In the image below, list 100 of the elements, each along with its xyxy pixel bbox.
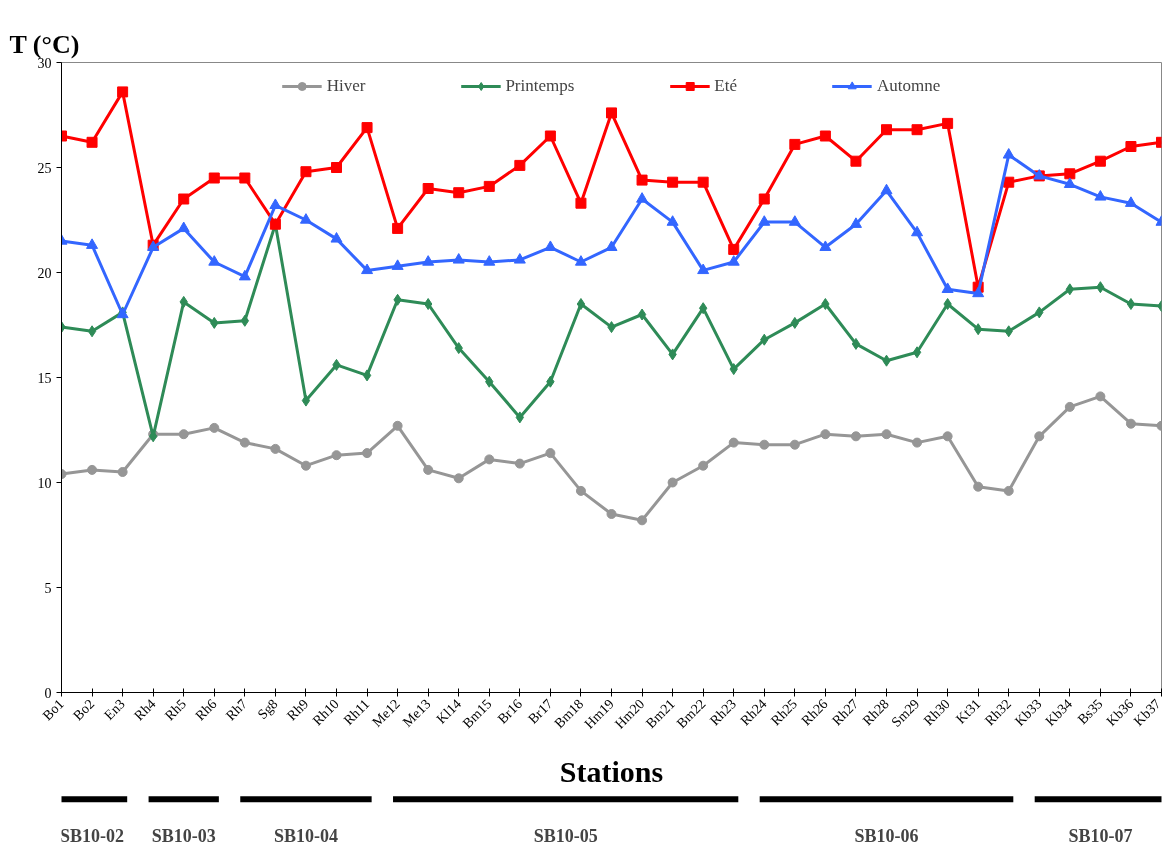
point bbox=[606, 509, 617, 519]
point bbox=[698, 460, 709, 471]
text: SB10-06 bbox=[854, 825, 919, 846]
x-tick-label: Rh5 bbox=[161, 696, 190, 724]
point bbox=[300, 166, 312, 178]
point bbox=[912, 346, 922, 359]
y-axis-title: T (°C) bbox=[9, 29, 80, 59]
point bbox=[758, 193, 770, 205]
point bbox=[391, 259, 404, 270]
point bbox=[911, 124, 923, 136]
point bbox=[759, 439, 770, 450]
point bbox=[545, 448, 556, 459]
point bbox=[544, 130, 556, 142]
point bbox=[86, 238, 99, 249]
legend-label: Automne bbox=[877, 76, 941, 96]
point bbox=[270, 443, 281, 454]
point bbox=[209, 422, 220, 433]
point bbox=[636, 174, 648, 186]
point bbox=[1125, 418, 1136, 429]
point bbox=[513, 253, 526, 264]
point bbox=[912, 437, 923, 448]
point bbox=[789, 138, 801, 150]
point bbox=[849, 217, 862, 228]
y-tick-label: 5 bbox=[44, 580, 52, 596]
point bbox=[821, 298, 830, 310]
point bbox=[239, 172, 251, 184]
point bbox=[911, 225, 924, 237]
point bbox=[636, 192, 649, 203]
point bbox=[728, 243, 740, 255]
point bbox=[239, 437, 250, 448]
point bbox=[637, 308, 647, 321]
point bbox=[667, 477, 678, 488]
point bbox=[606, 107, 617, 119]
point bbox=[361, 122, 373, 134]
point bbox=[299, 213, 312, 224]
point bbox=[484, 454, 495, 465]
point bbox=[819, 240, 832, 251]
point bbox=[87, 325, 97, 338]
point bbox=[422, 183, 434, 194]
point bbox=[238, 269, 251, 281]
point bbox=[178, 429, 189, 440]
point bbox=[942, 117, 954, 129]
text: SB10-07 bbox=[1068, 825, 1133, 846]
point bbox=[483, 255, 496, 266]
point bbox=[819, 130, 831, 142]
y-tick-label: 25 bbox=[37, 160, 52, 176]
x-tick-label: Sg8 bbox=[254, 696, 281, 723]
point bbox=[880, 183, 893, 195]
text: SB10-02 bbox=[60, 825, 125, 846]
text: SB10-04 bbox=[273, 825, 338, 846]
x-tick-label: Rh4 bbox=[131, 696, 159, 724]
point bbox=[514, 458, 525, 469]
point bbox=[972, 286, 985, 298]
text: SB10-05 bbox=[533, 825, 598, 846]
x-tick-label: En3 bbox=[101, 696, 128, 723]
point bbox=[330, 232, 343, 243]
point bbox=[575, 485, 586, 496]
legend-label: Eté bbox=[714, 76, 738, 96]
point bbox=[697, 263, 710, 275]
legend-label: Printemps bbox=[505, 76, 575, 96]
point bbox=[178, 193, 190, 205]
point bbox=[575, 197, 587, 209]
point bbox=[422, 255, 435, 266]
point bbox=[576, 298, 586, 310]
text: SB10-03 bbox=[151, 825, 216, 846]
point bbox=[1002, 148, 1015, 159]
point bbox=[87, 464, 98, 475]
point bbox=[1063, 177, 1076, 188]
point bbox=[1124, 196, 1137, 207]
point bbox=[362, 448, 373, 459]
y-tick-label: 15 bbox=[37, 370, 52, 386]
y-tick-label: 10 bbox=[37, 475, 52, 491]
point bbox=[943, 298, 952, 310]
point bbox=[424, 298, 433, 310]
point bbox=[453, 473, 464, 484]
point bbox=[851, 337, 861, 350]
point bbox=[452, 253, 465, 264]
point bbox=[973, 481, 984, 492]
point bbox=[392, 420, 403, 431]
point bbox=[1064, 168, 1076, 180]
point bbox=[300, 460, 311, 471]
point bbox=[86, 136, 98, 148]
point bbox=[728, 437, 739, 448]
point bbox=[331, 450, 342, 461]
point bbox=[850, 155, 862, 167]
y-tick-label: 0 bbox=[44, 685, 52, 701]
point bbox=[208, 172, 220, 184]
point bbox=[392, 222, 404, 234]
point bbox=[1034, 431, 1045, 442]
point bbox=[117, 86, 129, 98]
x-tick-label: Rh6 bbox=[192, 696, 220, 724]
x-tick-label: Rh9 bbox=[284, 696, 312, 724]
point bbox=[1126, 298, 1136, 310]
point bbox=[269, 198, 282, 209]
legend-label: Hiver bbox=[326, 76, 366, 96]
point bbox=[362, 369, 372, 382]
point bbox=[881, 124, 892, 136]
point bbox=[331, 162, 342, 173]
point bbox=[574, 255, 587, 266]
point bbox=[727, 255, 740, 266]
